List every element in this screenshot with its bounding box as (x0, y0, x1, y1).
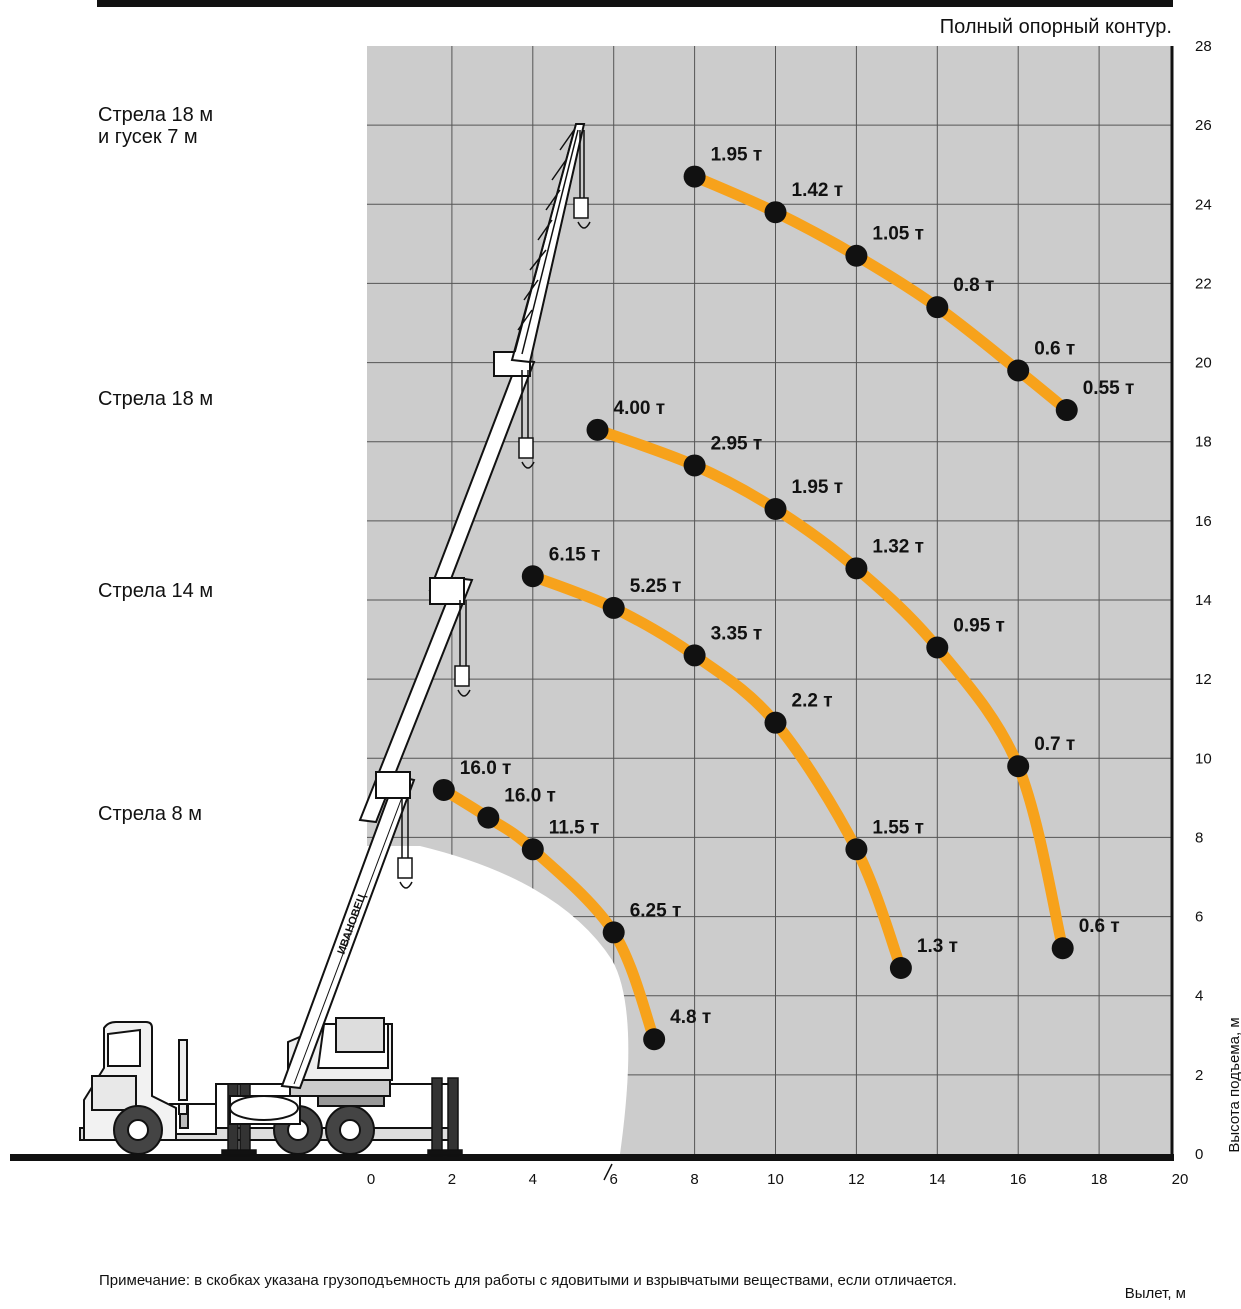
y-tick-label: 10 (1195, 750, 1212, 767)
load-label: 1.32 т (872, 536, 924, 557)
load-label: 16.0 т (504, 786, 556, 807)
load-point (1007, 755, 1030, 778)
load-label: 4.00 т (614, 398, 666, 419)
load-point (1051, 937, 1074, 960)
load-label: 0.55 т (1083, 378, 1135, 399)
y-tick-label: 18 (1195, 434, 1212, 451)
y-tick-label: 2 (1195, 1067, 1203, 1084)
boom-label-18: Стрела 18 м (98, 388, 213, 410)
load-point (764, 497, 787, 520)
load-point (845, 244, 868, 267)
y-tick-label: 6 (1195, 909, 1203, 926)
x-tick-label: 18 (1091, 1171, 1108, 1188)
x-tick-label: 0 (367, 1171, 375, 1188)
top-bar (97, 0, 1173, 7)
load-label: 1.95 т (711, 145, 763, 166)
load-label: 0.6 т (1079, 916, 1120, 937)
y-tick-label: 0 (1195, 1146, 1203, 1163)
load-point (432, 778, 455, 801)
boom-label-14: Стрела 14 м (98, 580, 213, 602)
load-point (586, 418, 609, 441)
x-tick-label: 12 (848, 1171, 865, 1188)
y-tick-label: 12 (1195, 671, 1212, 688)
load-label: 11.5 т (549, 817, 600, 838)
load-label: 6.25 т (630, 900, 682, 921)
load-point (889, 957, 912, 980)
reference-line (603, 1163, 613, 1181)
load-point (602, 921, 625, 944)
load-point (521, 565, 544, 588)
load-point (683, 165, 706, 188)
load-point (926, 296, 949, 319)
load-label: 0.6 т (1034, 338, 1075, 359)
load-label: 3.35 т (711, 623, 763, 644)
y-tick-label: 28 (1195, 38, 1212, 55)
hooks (397, 130, 591, 889)
load-point (926, 636, 949, 659)
load-label: 0.7 т (1034, 734, 1075, 755)
load-label: 2.95 т (711, 433, 763, 454)
load-point (845, 838, 868, 861)
boom-label-8: Стрела 8 м (98, 803, 202, 825)
load-label: 0.8 т (953, 275, 994, 296)
load-label: 4.8 т (670, 1007, 711, 1028)
load-point (764, 711, 787, 734)
load-point (683, 644, 706, 667)
chart-title: Полный опорный контур. (940, 16, 1172, 38)
load-label: 1.55 т (872, 817, 924, 838)
x-tick-label: 2 (448, 1171, 456, 1188)
crane-boom (280, 351, 536, 1090)
load-label: 16.0 т (460, 758, 512, 779)
x-tick-label: 20 (1172, 1171, 1189, 1188)
load-point (764, 201, 787, 224)
load-label: 1.42 т (792, 180, 844, 201)
y-tick-label: 20 (1195, 355, 1212, 372)
load-point (683, 454, 706, 477)
note-text: Примечание: в скобках указана грузоподъе… (99, 1272, 957, 1289)
crane-jib (510, 123, 586, 364)
y-tick-label: 16 (1195, 513, 1212, 530)
x-axis-title: Вылет, м (1125, 1285, 1186, 1302)
load-point (845, 557, 868, 580)
load-label: 5.25 т (630, 576, 682, 597)
ground-line (10, 1154, 1174, 1161)
x-tick-label: 4 (529, 1171, 537, 1188)
y-tick-label: 8 (1195, 829, 1203, 846)
x-tick-label: 6 (610, 1171, 618, 1188)
load-label: 0.95 т (953, 615, 1005, 636)
crane-illustration: ИВАНОВЕЦ (10, 123, 1174, 1181)
y-tick-label: 14 (1195, 592, 1212, 609)
x-tick-label: 16 (1010, 1171, 1027, 1188)
load-point (477, 806, 500, 829)
load-curves: 1.95 т 1.42 т 1.05 т 0.8 т 0.6 т 0.55 т 4.00 т… (432, 145, 1135, 1051)
x-tick-label: 10 (767, 1171, 784, 1188)
load-point (602, 596, 625, 619)
load-point (1007, 359, 1030, 382)
y-tick-label: 26 (1195, 117, 1212, 134)
x-tick-label: 8 (690, 1171, 698, 1188)
load-label: 2.2 т (792, 691, 833, 712)
boom-label-18-jib: Стрела 18 м и гусек 7 м (98, 104, 219, 148)
x-tick-label: 14 (929, 1171, 946, 1188)
load-point (521, 838, 544, 861)
y-tick-label: 24 (1195, 196, 1212, 213)
y-tick-label: 22 (1195, 275, 1212, 292)
load-label: 1.95 т (792, 477, 844, 498)
load-label: 1.05 т (872, 224, 924, 245)
boom-labels: Стрела 18 м и гусек 7 м Стрела 18 м Стре… (98, 104, 219, 825)
load-point (1055, 399, 1078, 422)
load-label: 1.3 т (917, 936, 958, 957)
y-tick-label: 4 (1195, 988, 1203, 1005)
y-axis-title: Высота подъема, м (1226, 1017, 1241, 1152)
load-point (643, 1028, 666, 1051)
load-label: 6.15 т (549, 544, 601, 565)
